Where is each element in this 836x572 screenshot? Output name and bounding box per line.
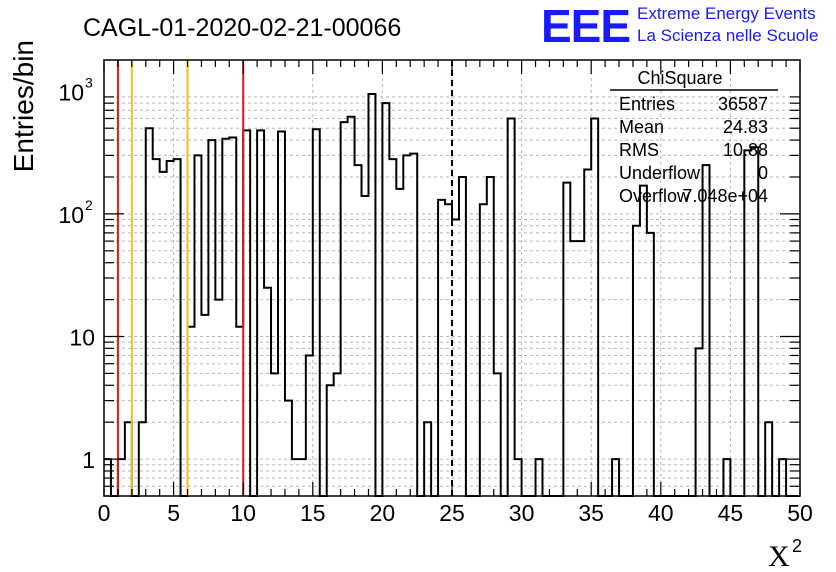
x-tick-label: 40 — [648, 500, 674, 526]
axes — [103, 59, 801, 497]
y-tick-label: 10 — [69, 324, 95, 350]
y-tick-label: 1 — [82, 447, 95, 473]
stats-rows: Entries 36587 Mean 24.83 RMS 10.88 Underflow 0 O… — [619, 94, 768, 206]
x-tick-label: 15 — [300, 500, 326, 526]
stats-label: Underflow — [619, 163, 701, 183]
logo-line2: La Scienza nelle Scuole — [637, 26, 818, 45]
x-tick-label: 10 — [230, 500, 256, 526]
stats-value: 0 — [758, 163, 768, 183]
stats-value: 7.048e+04 — [682, 186, 768, 206]
eee-logo: EEE Extreme Energy Events La Scienza nel… — [541, 0, 818, 52]
x-axis-title: X 2 — [768, 536, 802, 572]
stats-label: Mean — [619, 117, 664, 137]
stats-title: ChiSquare — [637, 68, 722, 88]
x-tick-label: 45 — [718, 500, 744, 526]
x-tick-label: 30 — [509, 500, 535, 526]
x-tick-label: 20 — [370, 500, 396, 526]
stats-box: ChiSquare Entries 36587 Mean 24.83 RMS 10.88 U… — [610, 68, 778, 206]
reference-lines — [116, 60, 453, 496]
x-tick-label: 5 — [167, 500, 180, 526]
stats-value: 24.83 — [723, 117, 768, 137]
stats-label: RMS — [619, 140, 659, 160]
x-tick-label: 35 — [578, 500, 604, 526]
logo-mark: EEE — [541, 0, 630, 52]
x-axis-title-sup: 2 — [792, 536, 802, 556]
logo-line1: Extreme Energy Events — [637, 4, 816, 23]
x-tick-label: 25 — [439, 500, 465, 526]
stats-label: Overflow — [619, 186, 691, 206]
y-tick-label-exp: 2 — [85, 197, 93, 213]
x-axis-title-base: X — [768, 540, 790, 572]
chart-title: CAGL-01-2020-02-21-00066 — [83, 14, 401, 42]
y-tick-label-base: 10 — [58, 202, 84, 228]
stats-value: 10.88 — [723, 140, 768, 160]
y-tick-label-base: 10 — [58, 79, 84, 105]
x-tick-label: 0 — [98, 500, 111, 526]
y-axis-title: Entries/bin — [8, 40, 39, 172]
stats-value: 36587 — [718, 94, 768, 114]
x-tick-label: 50 — [787, 500, 813, 526]
y-tick-label-exp: 3 — [85, 74, 93, 90]
stats-label: Entries — [619, 94, 675, 114]
